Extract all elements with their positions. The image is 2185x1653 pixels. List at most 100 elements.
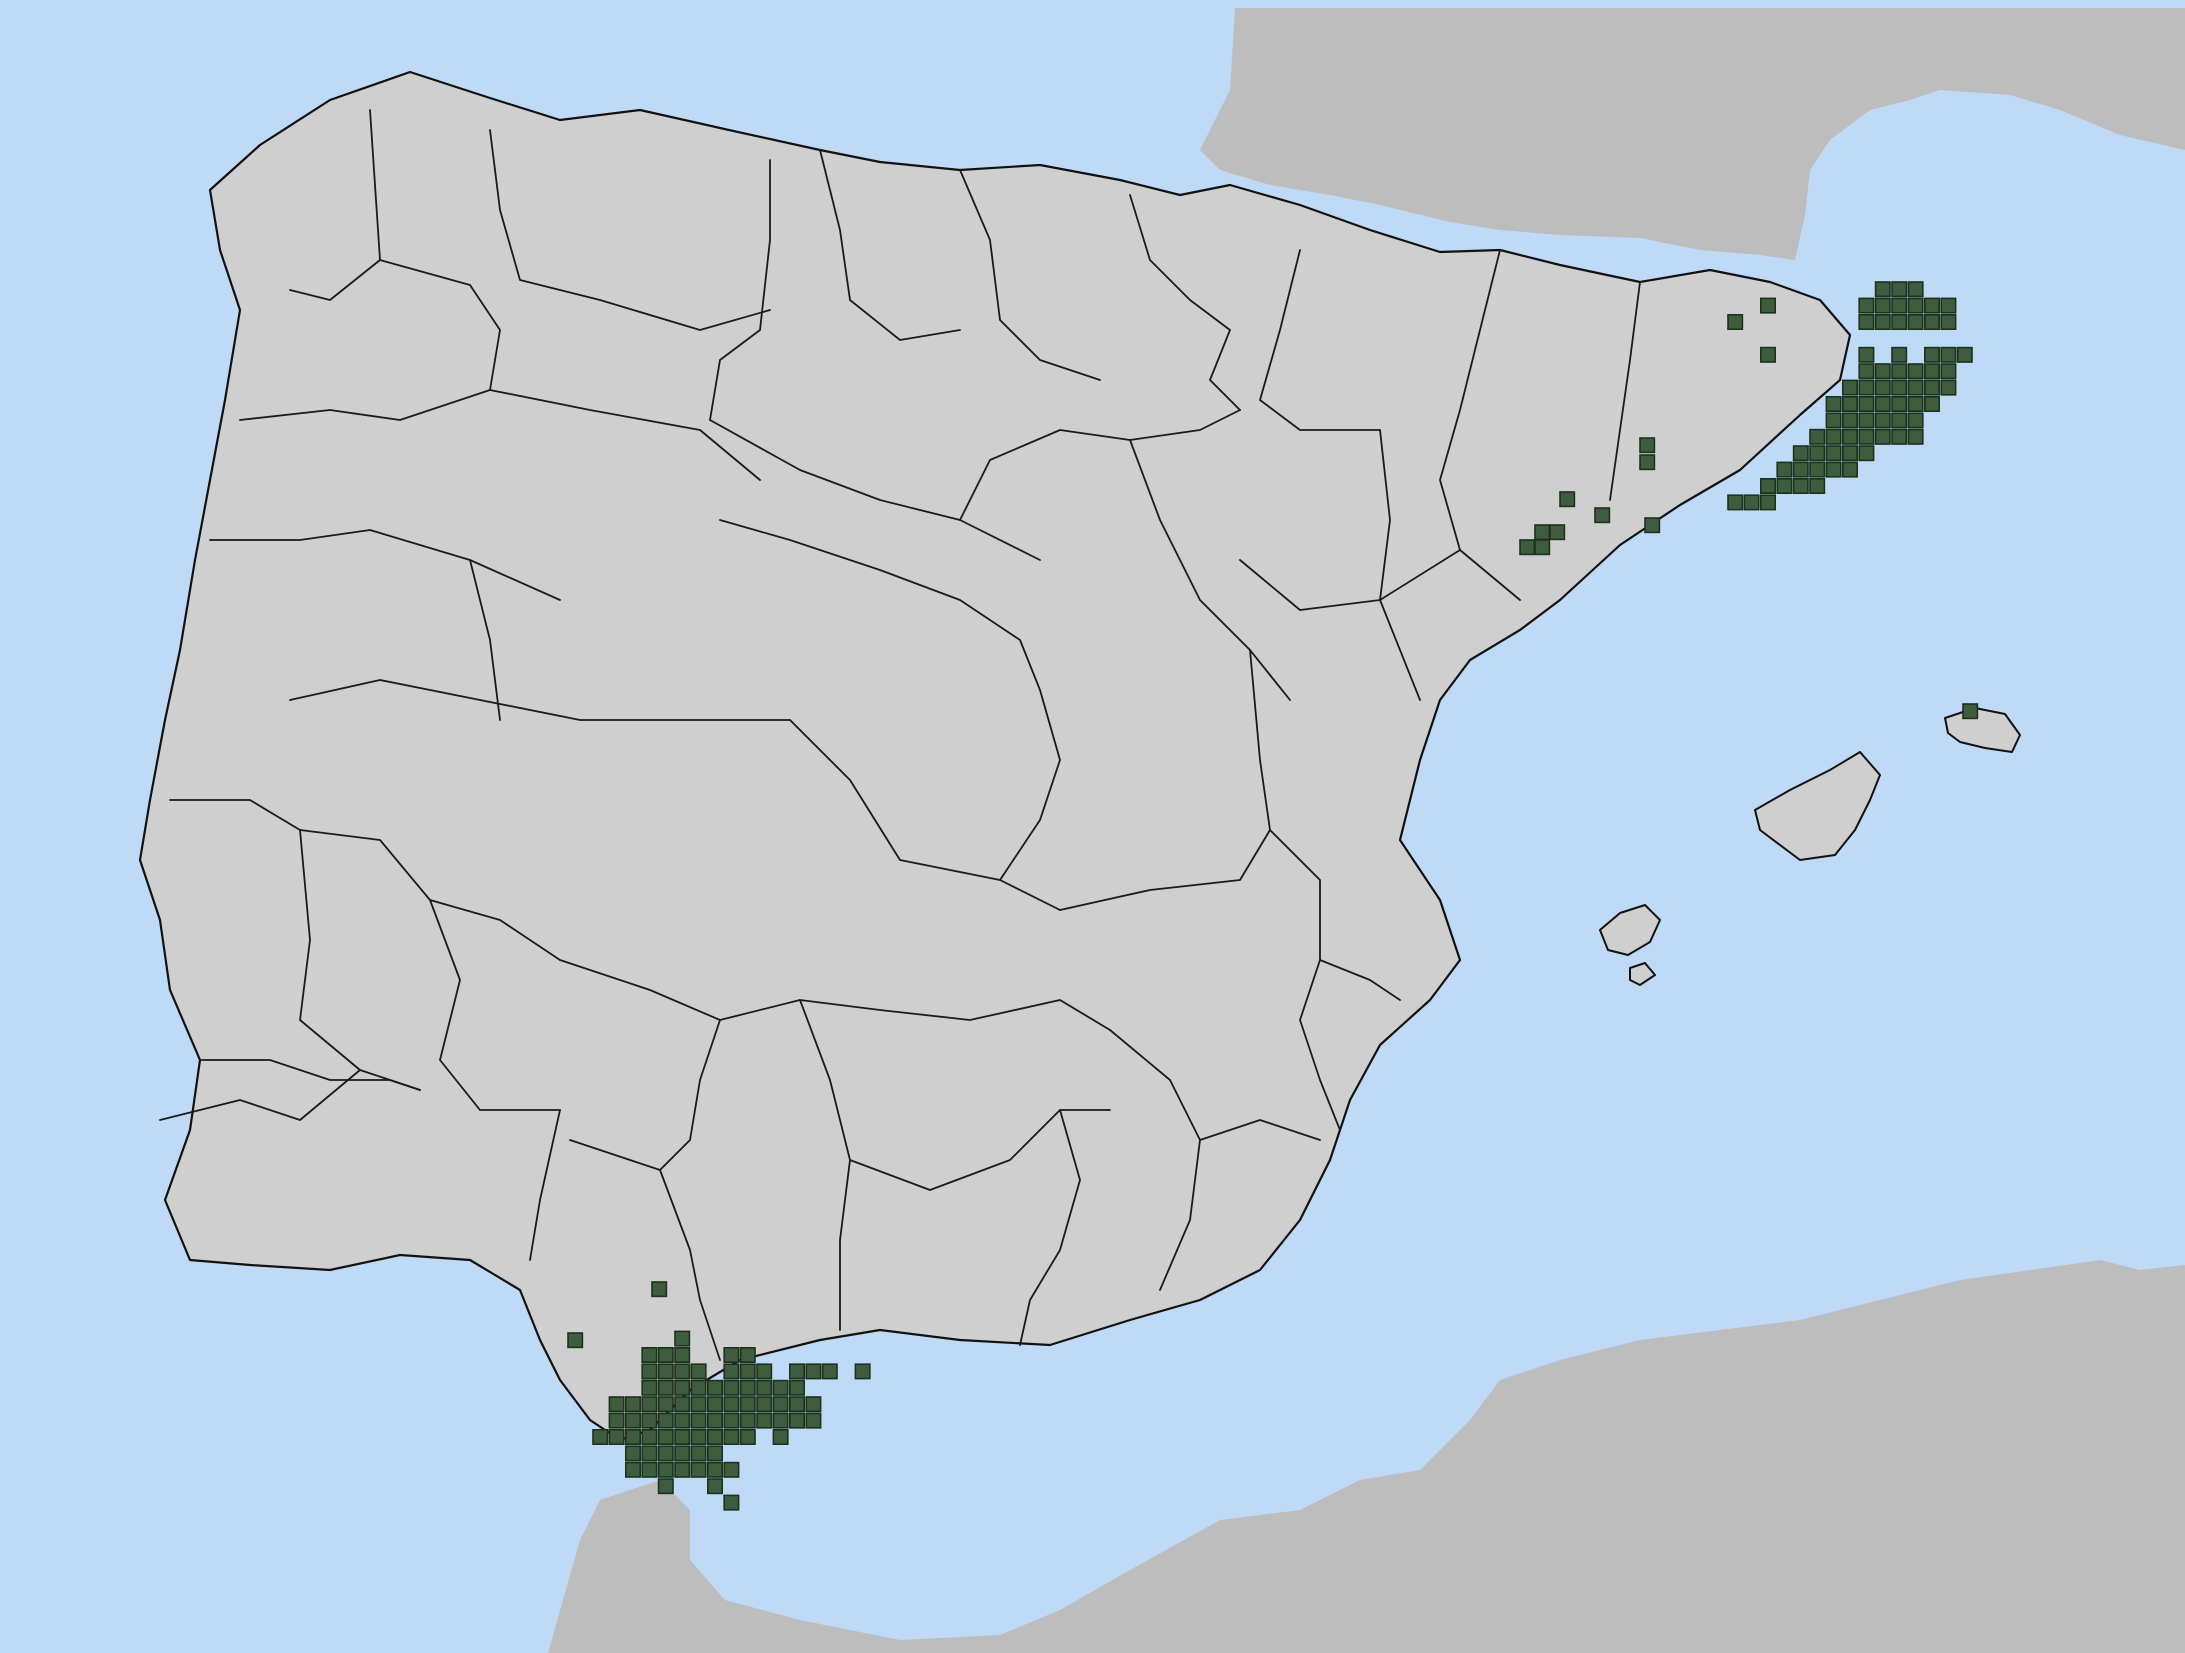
occurrence-cell-catalonia (1940, 297, 1957, 314)
occurrence-cell-catalonia (1891, 313, 1908, 330)
occurrence-cell-andalusia (723, 1412, 740, 1429)
occurrence-cell-catalonia (1842, 379, 1859, 396)
occurrence-cell-catalonia (1891, 346, 1908, 363)
occurrence-cell-catalonia (1760, 346, 1777, 363)
occurrence-cell-catalonia (1534, 524, 1551, 541)
occurrence-cell-catalonia (1549, 524, 1566, 541)
occurrence-cell-catalonia (1809, 477, 1826, 494)
occurrence-cell-andalusia (723, 1429, 740, 1446)
occurrence-cell-andalusia (756, 1412, 773, 1429)
occurrence-cell-catalonia (1760, 297, 1777, 314)
occurrence-cell-andalusia (674, 1445, 691, 1462)
occurrence-cell-andalusia (739, 1363, 756, 1380)
occurrence-cell-andalusia (706, 1478, 723, 1495)
occurrence-cell-catalonia (1743, 494, 1760, 511)
occurrence-cell-catalonia (1874, 428, 1891, 445)
occurrence-cell-andalusia (706, 1379, 723, 1396)
occurrence-cell-catalonia (1907, 363, 1924, 380)
occurrence-cell-catalonia (1858, 412, 1875, 429)
occurrence-cell-catalonia (1874, 395, 1891, 412)
occurrence-cell-catalonia (1792, 461, 1809, 478)
occurrence-cell-andalusia (772, 1412, 789, 1429)
occurrence-cell-andalusia (674, 1330, 691, 1347)
occurrence-cell-catalonia (1907, 379, 1924, 396)
occurrence-cell-andalusia (723, 1347, 740, 1364)
occurrence-cell-catalonia (1940, 379, 1957, 396)
occurrence-cell-catalonia (1776, 461, 1793, 478)
occurrence-cell-andalusia (690, 1412, 707, 1429)
occurrence-cell-andalusia (788, 1396, 805, 1413)
occurrence-cell-andalusia (641, 1461, 658, 1478)
occurrence-cell-andalusia (788, 1363, 805, 1380)
occurrence-cell-andalusia (641, 1396, 658, 1413)
occurrence-cell-catalonia (1776, 477, 1793, 494)
occurrence-cell-catalonia (1858, 428, 1875, 445)
occurrence-cell-andalusia (706, 1429, 723, 1446)
occurrence-cell-andalusia (624, 1412, 641, 1429)
province-borders (159, 109, 1641, 1361)
occurrence-cell-andalusia (641, 1347, 658, 1364)
occurrence-cell-catalonia (1874, 281, 1891, 298)
occurrence-cell-andalusia (674, 1347, 691, 1364)
occurrence-cell-andalusia (706, 1461, 723, 1478)
occurrence-cell-catalonia (1809, 445, 1826, 462)
occurrence-cell-catalonia (1858, 363, 1875, 380)
occurrence-cell-catalonia (1858, 297, 1875, 314)
occurrence-cell-catalonia (1874, 412, 1891, 429)
occurrence-cell-catalonia (1534, 539, 1551, 556)
occurrence-cell-catalonia (1559, 491, 1576, 508)
occurrence-cell-andalusia (706, 1445, 723, 1462)
occurrence-cell-andalusia (624, 1429, 641, 1446)
occurrence-cell-andalusia (805, 1363, 822, 1380)
occurrence-cell-catalonia (1891, 428, 1908, 445)
occurrence-cell-andalusia (624, 1445, 641, 1462)
occurrence-cell-andalusia (854, 1363, 871, 1380)
occurrence-cell-catalonia (1825, 428, 1842, 445)
occurrence-cell-andalusia (756, 1363, 773, 1380)
occurrence-cell-catalonia (1940, 346, 1957, 363)
occurrence-cell-catalonia (1924, 395, 1941, 412)
iberian-peninsula (138, 70, 1852, 1442)
occurrence-cell-andalusia (657, 1379, 674, 1396)
occurrence-cell-catalonia (1760, 494, 1777, 511)
occurrence-cell-andalusia (657, 1445, 674, 1462)
occurrence-cell-catalonia (1842, 412, 1859, 429)
occurrence-cell-andalusia (723, 1396, 740, 1413)
occurrence-cell-andalusia (690, 1379, 707, 1396)
occurrence-cell-catalonia (1956, 346, 1973, 363)
occurrence-cell-catalonia (1639, 454, 1656, 471)
occurrence-cell-catalonia (1858, 445, 1875, 462)
occurrence-cell-catalonia (1874, 363, 1891, 380)
occurrence-cell-andalusia (772, 1429, 789, 1446)
occurrence-cell-andalusia (651, 1281, 668, 1298)
occurrence-grid (567, 281, 1979, 1511)
occurrence-cell-catalonia (1874, 297, 1891, 314)
occurrence-cell-andalusia (657, 1429, 674, 1446)
occurrence-cell-andalusia (674, 1396, 691, 1413)
occurrence-cell-andalusia (657, 1461, 674, 1478)
occurrence-cell-andalusia (592, 1429, 609, 1446)
occurrence-cell-catalonia (1792, 445, 1809, 462)
occurrence-cell-andalusia (739, 1396, 756, 1413)
occurrence-cell-catalonia (1940, 313, 1957, 330)
occurrence-cell-andalusia (690, 1363, 707, 1380)
occurrence-cell-catalonia (1858, 346, 1875, 363)
occurrence-cell-catalonia (1727, 494, 1744, 511)
occurrence-cell-catalonia (1825, 395, 1842, 412)
occurrence-cell-andalusia (608, 1412, 625, 1429)
occurrence-cell-andalusia (739, 1412, 756, 1429)
occurrence-cell-andalusia (821, 1363, 838, 1380)
occurrence-cell-andalusia (674, 1379, 691, 1396)
occurrence-cell-andalusia (805, 1396, 822, 1413)
occurrence-cell-andalusia (674, 1429, 691, 1446)
occurrence-cell-andalusia (706, 1412, 723, 1429)
mallorca (1754, 751, 1881, 861)
occurrence-cell-catalonia (1924, 346, 1941, 363)
occurrence-cell-catalonia (1825, 461, 1842, 478)
occurrence-cell-andalusia (641, 1412, 658, 1429)
occurrence-cell-andalusia (624, 1396, 641, 1413)
occurrence-cell-andalusia (805, 1412, 822, 1429)
ibiza (1599, 904, 1661, 956)
occurrence-cell-catalonia (1924, 363, 1941, 380)
